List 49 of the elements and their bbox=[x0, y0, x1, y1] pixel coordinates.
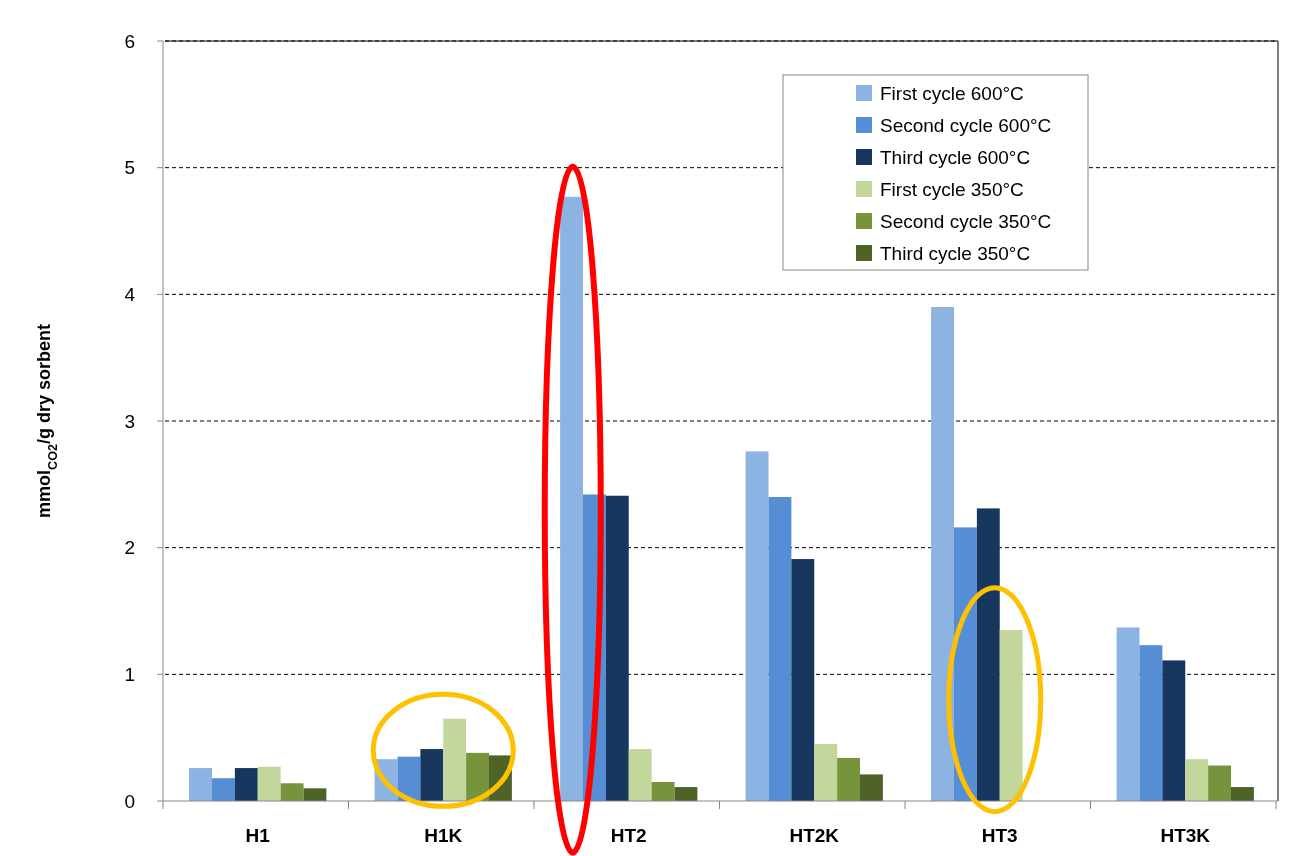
legend-label: First cycle 350°C bbox=[880, 178, 1024, 200]
y-tick-label: 1 bbox=[124, 663, 135, 685]
bar bbox=[280, 783, 304, 801]
bar bbox=[1139, 645, 1163, 801]
bar bbox=[976, 508, 1000, 801]
bar bbox=[211, 778, 235, 801]
x-tick-label: HT3K bbox=[1160, 825, 1211, 846]
bar bbox=[1116, 627, 1140, 801]
bar bbox=[303, 788, 327, 801]
legend-label: First cycle 600°C bbox=[880, 82, 1024, 104]
bar bbox=[605, 495, 629, 801]
legend-label: Third cycle 600°C bbox=[880, 146, 1031, 168]
bar bbox=[257, 766, 281, 801]
bar bbox=[745, 451, 769, 801]
bar bbox=[1185, 759, 1209, 801]
y-tick-label: 2 bbox=[124, 537, 135, 559]
bar bbox=[999, 630, 1023, 801]
bar bbox=[466, 752, 490, 801]
x-tick-label: H1 bbox=[245, 825, 271, 846]
y-tick-label: 3 bbox=[124, 410, 135, 432]
bar bbox=[397, 756, 421, 801]
bar bbox=[860, 774, 883, 801]
x-tick-label: HT3 bbox=[981, 825, 1018, 846]
x-tick-label: HT2 bbox=[610, 825, 647, 846]
bar bbox=[814, 744, 838, 801]
bar bbox=[1231, 787, 1254, 801]
bar bbox=[189, 768, 212, 801]
y-tick-label: 6 bbox=[124, 30, 135, 52]
bar bbox=[1208, 765, 1232, 801]
bar bbox=[837, 757, 861, 801]
bar bbox=[674, 787, 698, 801]
bar bbox=[443, 718, 467, 801]
bar bbox=[628, 749, 652, 801]
bar bbox=[234, 768, 258, 801]
bar bbox=[768, 497, 792, 801]
bar bbox=[420, 749, 444, 801]
bar bbox=[1162, 660, 1186, 801]
y-tick-label: 5 bbox=[124, 157, 135, 179]
bar bbox=[953, 527, 977, 801]
x-tick-label: H1K bbox=[424, 825, 463, 846]
y-tick-label: 0 bbox=[124, 790, 135, 812]
legend-label: Second cycle 350°C bbox=[880, 210, 1052, 232]
bar bbox=[931, 307, 954, 801]
y-tick-label: 4 bbox=[124, 283, 136, 305]
legend-label: Second cycle 600°C bbox=[880, 114, 1052, 136]
bar bbox=[651, 782, 675, 801]
bar bbox=[791, 559, 815, 801]
x-tick-label: HT2K bbox=[789, 825, 840, 846]
legend-label: Third cycle 350°C bbox=[880, 242, 1031, 264]
